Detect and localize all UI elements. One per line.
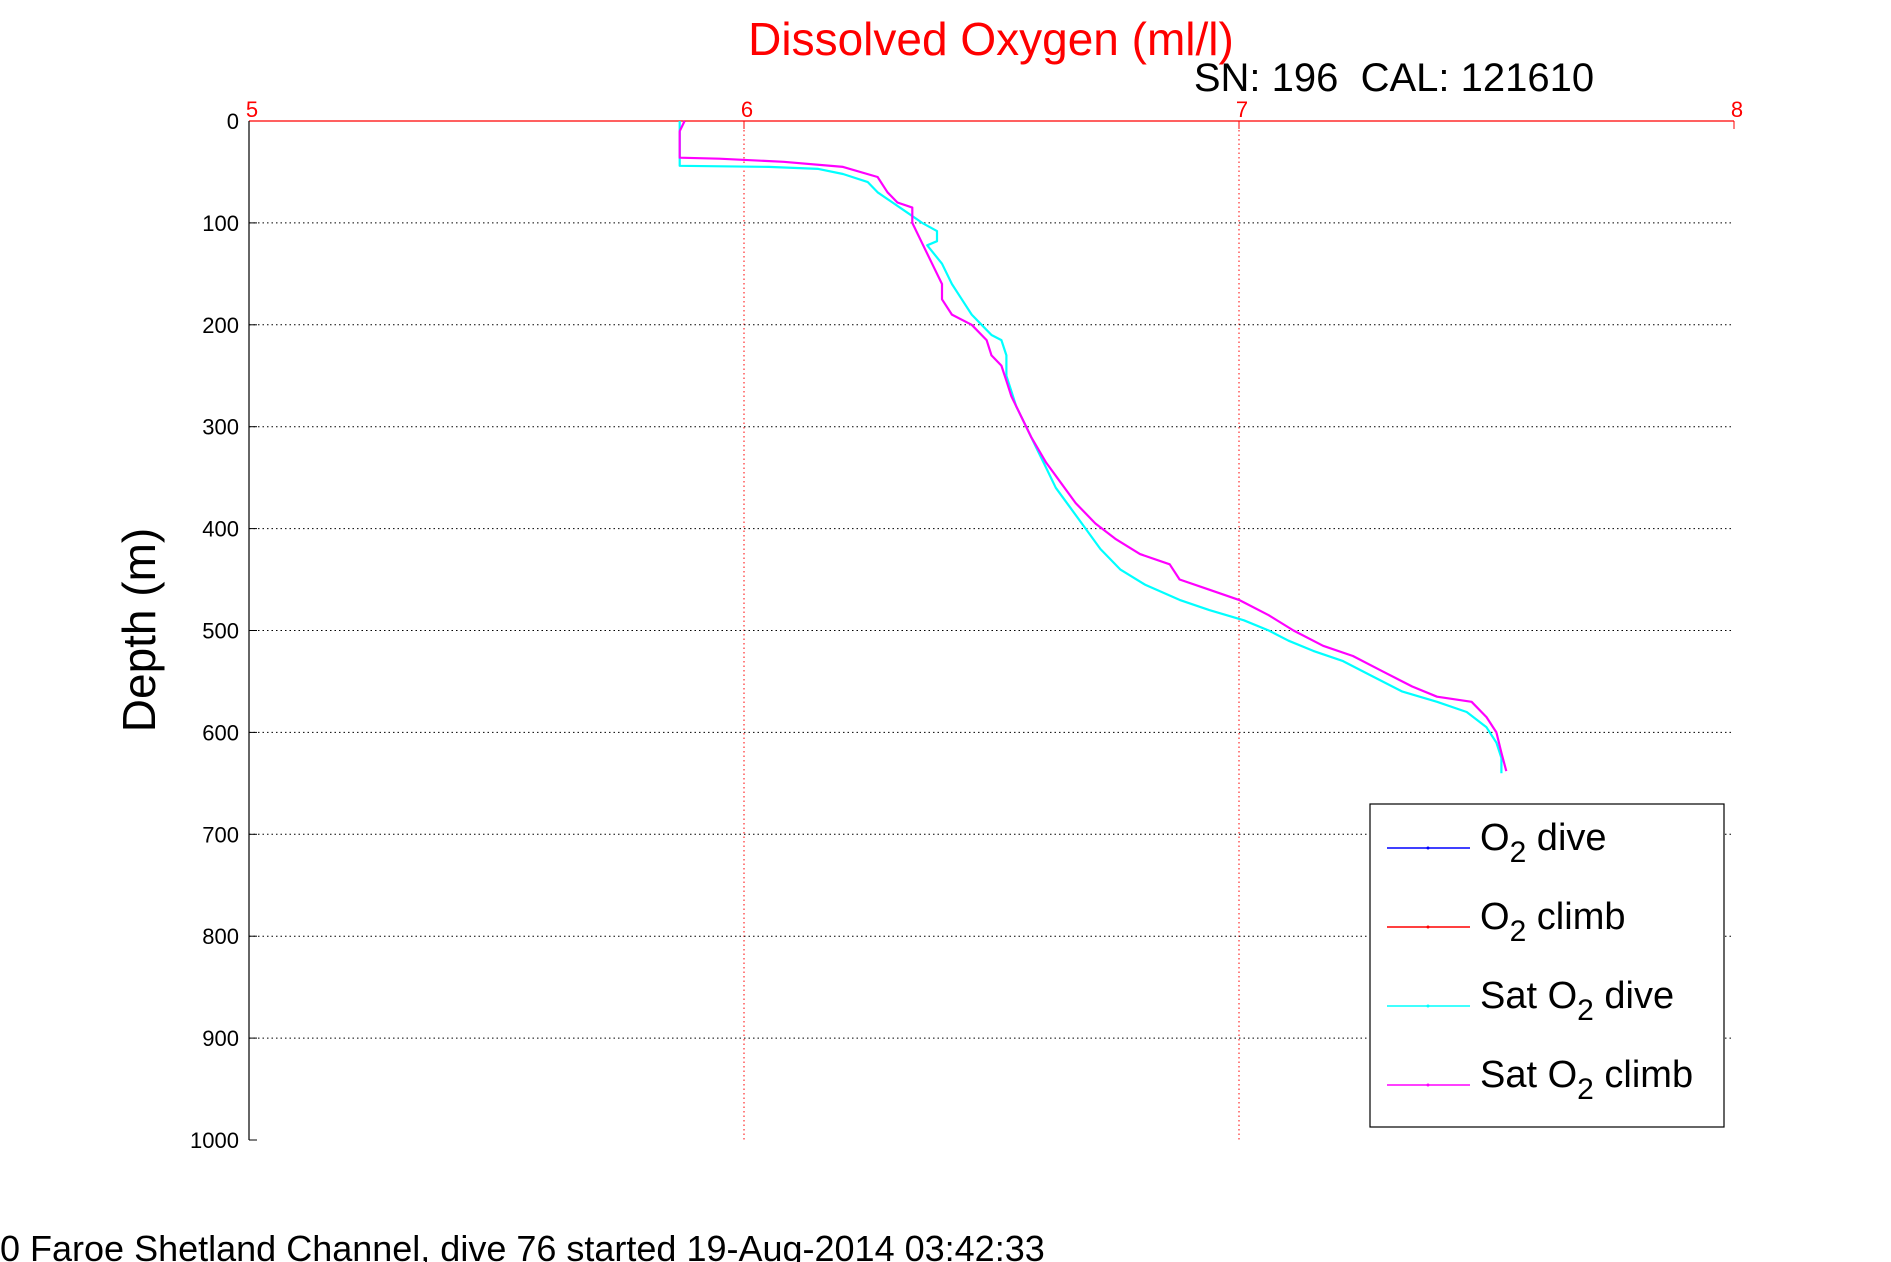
y-axis-label: Depth (m) bbox=[113, 528, 165, 732]
legend-label: O2 climb bbox=[1480, 896, 1625, 948]
legend: O2 dive O2 climb Sat O2 dive Sat O2 climb bbox=[1369, 803, 1725, 1128]
y-tick-label: 900 bbox=[202, 1026, 239, 1051]
y-tick-label: 800 bbox=[202, 924, 239, 949]
y-tick-label: 700 bbox=[202, 822, 239, 847]
legend-box bbox=[1369, 803, 1725, 1128]
y-tick-label: 100 bbox=[202, 211, 239, 236]
legend-marker bbox=[1426, 846, 1430, 850]
tick-labels: 5 6 7 8 0 100 200 300 400 500 600 700 800 900 1000 bbox=[190, 97, 1743, 1153]
x-tick-label: 5 bbox=[246, 97, 258, 122]
axes bbox=[248, 120, 1735, 1141]
y-tick-label: 0 bbox=[227, 109, 239, 134]
y-tick-label: 1000 bbox=[190, 1128, 239, 1153]
y-tick-label: 300 bbox=[202, 415, 239, 440]
data-series bbox=[678, 120, 1508, 774]
y-tick-label: 400 bbox=[202, 517, 239, 542]
y-tick-label: 600 bbox=[202, 720, 239, 745]
legend-marker bbox=[1426, 1083, 1430, 1087]
legend-label: Sat O2 climb bbox=[1480, 1054, 1693, 1106]
series-line bbox=[678, 121, 1503, 774]
legend-label: O2 dive bbox=[1480, 817, 1607, 869]
x-tick-label: 8 bbox=[1731, 97, 1743, 122]
footer-caption: 0 Faroe Shetland Channel, dive 76 starte… bbox=[0, 1228, 1045, 1262]
chart-subtitle: SN: 196 CAL: 121610 bbox=[1194, 56, 1594, 100]
legend-label: Sat O2 dive bbox=[1480, 975, 1674, 1027]
x-tick-label: 6 bbox=[741, 97, 753, 122]
y-tick-label: 200 bbox=[202, 313, 239, 338]
x-tick-label: 7 bbox=[1236, 97, 1248, 122]
chart-title: Dissolved Oxygen (ml/l) bbox=[748, 13, 1234, 65]
legend-marker bbox=[1426, 925, 1430, 929]
y-tick-label: 500 bbox=[202, 619, 239, 644]
legend-marker bbox=[1426, 1004, 1430, 1008]
series-line bbox=[678, 120, 1508, 772]
